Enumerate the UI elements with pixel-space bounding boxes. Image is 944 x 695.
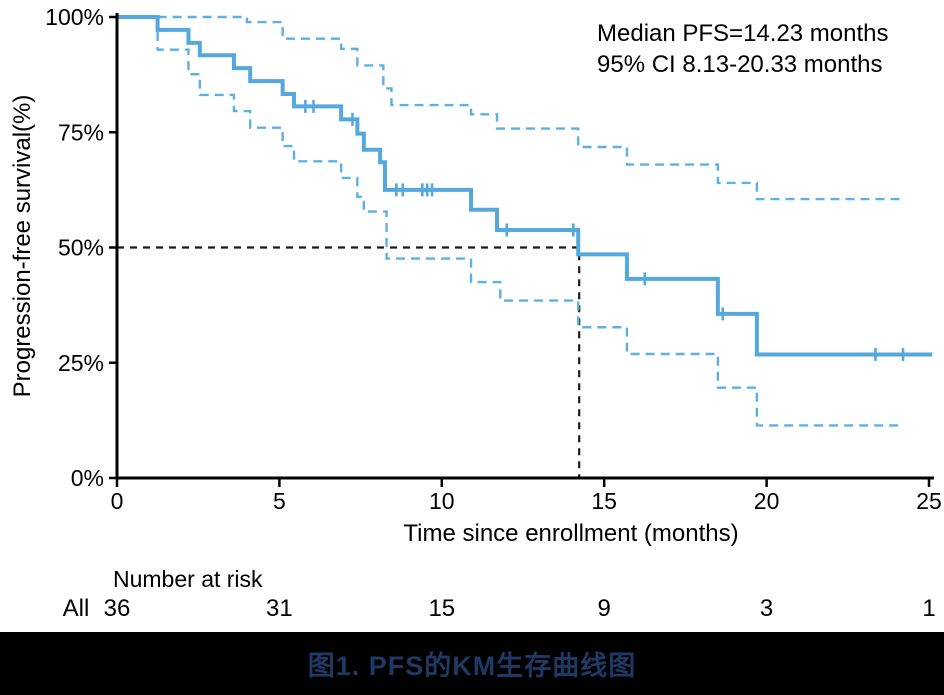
ci-curve-upper	[157, 15, 904, 201]
y-tick-label: 100%	[45, 4, 104, 30]
y-tick-label: 25%	[58, 350, 104, 376]
y-tick-label: 75%	[58, 119, 104, 145]
y-tick-label: 50%	[58, 235, 104, 261]
x-tick-label: 15	[591, 488, 617, 514]
ci-curve-lower	[156, 17, 904, 427]
ci-annotation-line2: 95% CI 8.13-20.33 months	[597, 51, 883, 78]
axis-tick-labels: 0% 25% 50% 75% 100% 0 5 10 15 20 25	[45, 4, 942, 514]
median-annotation-line1: Median PFS=14.23 months	[597, 20, 889, 47]
figure-caption: 图1. PFS的KM生存曲线图	[307, 651, 637, 681]
x-tick-label: 10	[429, 488, 455, 514]
risk-value: 9	[598, 595, 611, 622]
km-plot: 0%25%50%75%100%0 5 10 15 20 25 36 31 15 9 3 1 Medi…	[9, 4, 942, 622]
risk-value: 3	[760, 595, 773, 622]
risk-value: 15	[428, 595, 455, 622]
y-tick-label: 0%	[71, 465, 104, 491]
median-dashed-line	[117, 246, 581, 478]
risk-value: 31	[266, 595, 293, 622]
x-tick-label: 5	[273, 488, 286, 514]
median-reference-lines	[117, 246, 581, 478]
risk-value: 36	[104, 595, 131, 622]
caption-bar: 图1. PFS的KM生存曲线图	[0, 632, 944, 695]
risk-value: 1	[922, 595, 935, 622]
risk-table-header: Number at risk	[113, 566, 263, 592]
confidence-interval-curves	[156, 15, 904, 427]
x-tick-label: 25	[916, 488, 942, 514]
x-axis-title: Time since enrollment (months)	[403, 520, 738, 547]
risk-group-label: All	[63, 595, 90, 622]
axes	[115, 13, 934, 480]
risk-table-values: 36 31 15 9 3 1	[104, 595, 936, 622]
x-tick-label: 20	[754, 488, 780, 514]
km-step-curve	[117, 15, 933, 357]
axis-ticks	[109, 15, 931, 487]
x-tick-label: 0	[111, 488, 124, 514]
censor-tick-marks	[304, 99, 905, 361]
y-axis-title: Progression-free survival(%)	[9, 95, 36, 398]
km-curve-all	[117, 15, 933, 357]
